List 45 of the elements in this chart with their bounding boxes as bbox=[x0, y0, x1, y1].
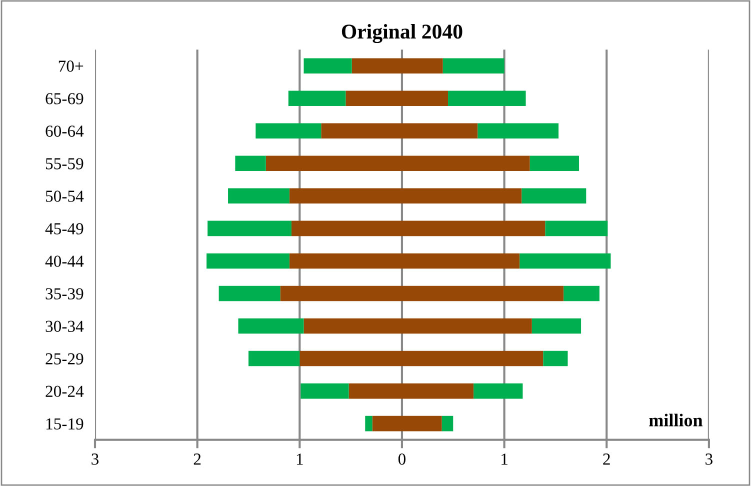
bar bbox=[300, 383, 349, 399]
y-tick-label: 50-54 bbox=[46, 190, 84, 202]
y-tick-label: 20-24 bbox=[46, 386, 84, 397]
bar bbox=[545, 220, 608, 236]
bar bbox=[448, 90, 526, 106]
x-tick-label: 1 bbox=[502, 454, 508, 465]
y-tick-label: 15-19 bbox=[46, 418, 84, 430]
y-tick-label: 55-59 bbox=[46, 158, 84, 170]
y-tick-label: 45-49 bbox=[45, 223, 84, 234]
y-tick-label: 35-39 bbox=[46, 288, 84, 300]
bar bbox=[206, 253, 290, 269]
bar bbox=[522, 188, 586, 204]
y-tick-label: 65-69 bbox=[46, 93, 84, 104]
bar bbox=[442, 58, 504, 74]
x-tick-label: 2 bbox=[603, 454, 610, 465]
x-tick-label: 2 bbox=[194, 454, 201, 465]
bar bbox=[530, 156, 579, 172]
y-tick-label: 30-34 bbox=[46, 320, 84, 332]
bar bbox=[543, 350, 568, 366]
bar bbox=[478, 123, 559, 139]
annotation: million bbox=[649, 414, 703, 426]
bar bbox=[238, 318, 304, 334]
x-tick-label: 0 bbox=[398, 454, 406, 465]
y-tick-label: 25-29 bbox=[46, 353, 84, 364]
bar bbox=[532, 318, 582, 334]
bar bbox=[365, 416, 372, 432]
x-tick-label: 3 bbox=[92, 454, 99, 465]
chart-title: Original 2040 bbox=[342, 24, 462, 44]
bar bbox=[442, 416, 454, 432]
bar bbox=[208, 220, 292, 236]
bar bbox=[288, 90, 346, 106]
bar bbox=[474, 383, 523, 399]
y-tick-label: 70+ bbox=[58, 60, 84, 72]
bar bbox=[520, 253, 611, 269]
bar bbox=[256, 123, 322, 139]
x-tick-label: 3 bbox=[706, 454, 712, 465]
x-tick-label: 1 bbox=[296, 454, 303, 465]
bar bbox=[304, 58, 352, 74]
y-tick-label: 60-64 bbox=[46, 126, 84, 137]
bar bbox=[564, 286, 600, 302]
y-tick-label: 40-44 bbox=[45, 256, 84, 267]
bar bbox=[248, 350, 300, 366]
bar bbox=[228, 188, 290, 204]
bar bbox=[235, 156, 266, 172]
bar bbox=[218, 286, 280, 302]
